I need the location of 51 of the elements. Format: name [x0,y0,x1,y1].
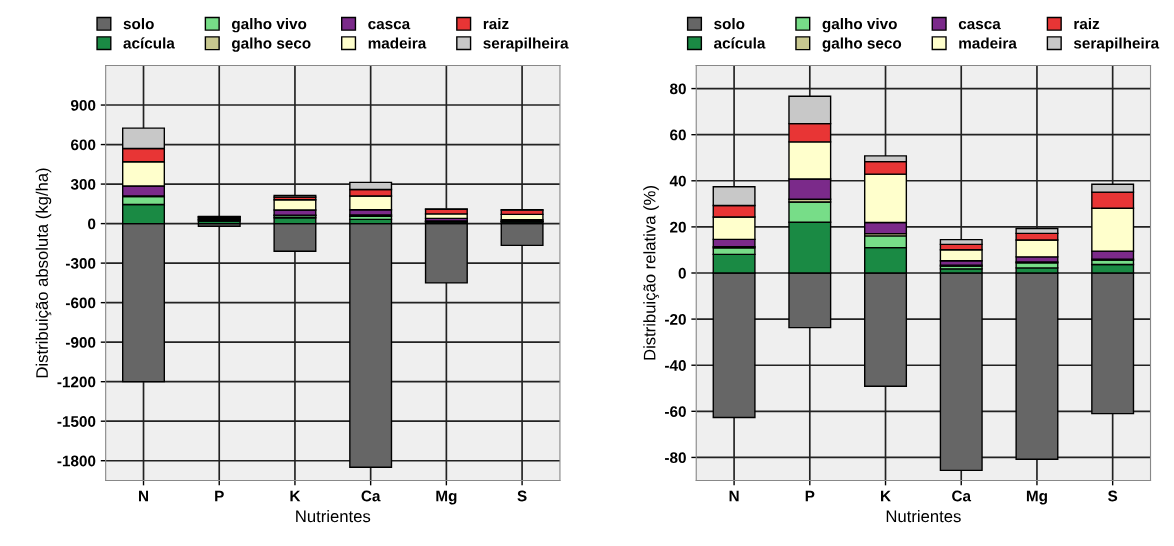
y-tick-label: 40 [669,175,686,187]
legend-label: acícula [714,37,766,49]
x-tick-label: N [729,490,739,502]
legend-label: raiz [1074,18,1100,30]
x-tick-label: K [881,490,891,502]
y-tick-label: -600 [65,297,96,309]
y-tick-label: -1500 [57,416,96,427]
y-tick-label: -900 [65,337,96,348]
legend-label: solo [123,18,154,30]
y-tick-label: 60 [670,129,686,141]
y-tick-label: -80 [665,452,686,464]
y-tick-label: 80 [670,83,686,95]
y-tick-label: 0 [678,267,686,279]
legend-label: madeira [959,37,1017,49]
x-tick-label: Mg [436,490,457,505]
x-tick-label: Ca [361,490,381,502]
y-tick-label: 20 [670,221,686,233]
legend-label: raiz [483,18,509,30]
x-tick-label: P [215,490,224,502]
y-tick-label: -20 [665,313,686,325]
legend-label: galho seco [231,37,311,52]
legend-label: serapilheira [483,37,569,52]
legend-label: casca [958,20,1001,30]
y-tick-label: -1200 [57,376,96,388]
x-tick-label: Mg [1026,490,1047,505]
y-tick-label: 600 [71,139,96,151]
y-tick-label: 0 [88,218,96,230]
y-tick-label: -60 [665,406,686,418]
y-axis-title: Distribuição absoluta (kg/ha) [35,168,52,378]
legend-label: solo [714,18,745,30]
x-tick-label: S [517,490,527,502]
x-tick-label: P [805,490,815,502]
legend-label: galho seco [822,37,902,52]
y-tick-label: -300 [65,257,96,269]
legend-label: serapilheira [1073,37,1160,52]
y-tick-label: 900 [70,99,96,111]
x-tick-label: S [1108,490,1118,502]
y-tick-label: -40 [665,360,686,371]
legend-label: casca [368,20,411,30]
legend-label: acícula [123,37,175,49]
x-tick-label: K [290,490,301,502]
y-axis-title: Distribuição relativa (%) [643,186,659,360]
legend-label: galho vivo [822,18,897,33]
x-axis-title: Nutrientes [886,510,961,523]
legend-label: galho vivo [231,18,307,33]
y-tick-label: -1800 [57,455,96,467]
legend-label: madeira [368,37,427,49]
x-axis-title: Nutrientes [296,510,371,523]
x-tick-label: Ca [952,490,972,502]
y-tick-label: 300 [70,178,96,190]
x-tick-label: N [139,490,149,502]
